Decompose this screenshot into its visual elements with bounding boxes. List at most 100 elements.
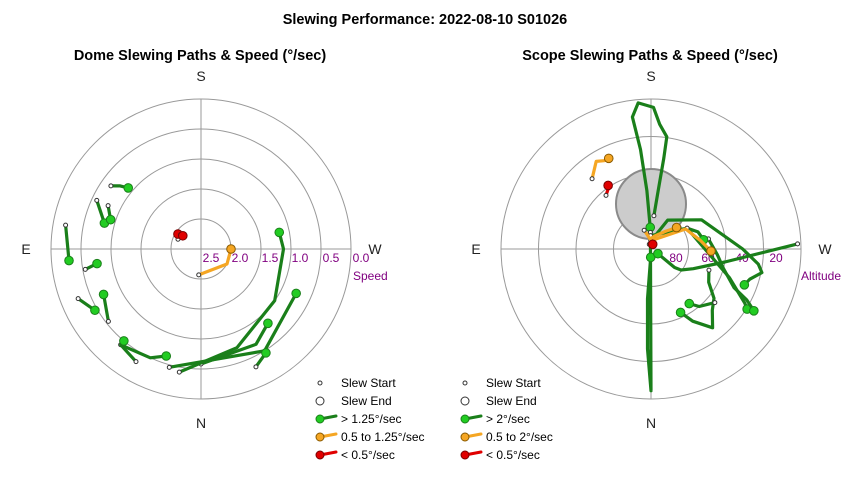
scope-slew-path-1 [645,230,653,393]
dome-slew-start-11 [94,197,100,203]
scope-legend-label-0: Slew Start [486,376,541,390]
dome-slew-end-12 [105,214,116,225]
dome-legend-start-marker [317,380,323,386]
dome-slew-end-7 [261,348,271,358]
scope-axis-label: Altitude [801,269,841,283]
dome-cardinal-bottom: N [196,415,206,431]
scope-legend-label-4: < 0.5°/sec [486,448,540,462]
dome-legend-end-marker [315,396,325,406]
scope-panel-title: Scope Slewing Paths & Speed (°/sec) [522,48,778,64]
scope-legend-label-1: Slew End [486,394,537,408]
dome-legend-marker-fast [315,414,325,424]
dome-legend-marker-medium [315,432,325,442]
dome-legend-label-0: Slew Start [341,376,396,390]
scope-legend-marker-fast [460,414,470,424]
dome-slew-start-14 [75,296,81,302]
dome-slew-path-15 [63,223,71,263]
dome-slew-start-7 [253,364,259,370]
dome-slew-end-0 [226,244,236,254]
scope-cardinal-bottom: N [646,415,656,431]
scope-slew-end-13 [647,239,658,250]
dome-slew-end-5 [291,288,301,299]
dome-ring-label-4: 0.5 [323,251,340,265]
dome-slew-end-13 [123,183,134,193]
scope-ring-label-0: 80 [669,251,683,265]
dome-slew-end-9 [98,289,109,300]
dome-slew-start-0 [196,272,202,278]
scope-legend-marker-slow [460,450,470,460]
dome-slew-end-6 [161,351,172,361]
dome-legend-label-3: 0.5 to 1.25°/sec [341,430,425,444]
scope-slew-end-8 [684,298,695,309]
scope-slew-path-10 [642,226,679,241]
scope-slew-start-2 [795,241,801,247]
dome-slew-path-4 [177,230,286,374]
scope-slew-path-2 [656,242,800,272]
dome-slew-end-15 [64,255,74,266]
dome-legend-label-1: Slew End [341,394,392,408]
scope-ring-ticks: 80 60 40 20 [669,251,783,265]
scope-legend-marker-medium [460,432,470,442]
dome-slew-start-8 [133,359,139,365]
dome-slew-start-4 [176,369,182,375]
dome-ring-3 [80,128,322,370]
scope-ring-label-3: 20 [769,251,783,265]
dome-panel: Dome Slewing Paths & Speed (°/sec) S E W… [21,48,387,431]
dome-slew-end-4 [274,227,285,238]
dome-cardinal-right: W [368,241,382,257]
dome-ring-label-1: 2.0 [232,251,249,265]
scope-slew-path-0 [630,101,669,229]
dome-legend-label-2: > 1.25°/sec [341,412,402,426]
dome-slew-end-10 [92,258,102,269]
scope-panel: Scope Slewing Paths & Speed (°/sec) S E … [471,48,841,431]
dome-slew-path-0 [197,247,233,277]
figure-title: Slewing Performance: 2022-08-10 S01026 [283,12,568,28]
dome-slew-path-6 [119,343,168,360]
scope-slew-end-5 [739,280,750,290]
dome-panel-title: Dome Slewing Paths & Speed (°/sec) [74,48,327,64]
dome-legend-marker-slow [315,450,325,460]
dome-slew-end-3 [263,318,273,329]
dome-ring-2 [110,158,292,340]
dome-legend-label-4: < 0.5°/sec [341,448,395,462]
scope-slew-end-9 [706,246,716,256]
dome-slew-start-15 [63,222,69,228]
scope-legend: Slew Start Slew End > 2°/sec 0.5 to 2°/sec <… [460,376,553,462]
scope-slew-path-5 [649,218,764,287]
scope-slew-end-7 [675,307,686,318]
dome-slew-start-13 [108,183,114,189]
scope-slew-start-8 [712,300,718,306]
scope-slew-path-4 [706,237,756,313]
dome-ring-label-5: 0.0 [353,251,370,265]
dome-slew-start-5 [166,364,172,370]
dome-slew-paths [63,183,301,375]
dome-ring-ticks: 2.5 2.0 1.5 1.0 0.5 0.0 [203,251,370,265]
dome-slew-path-5 [167,291,298,369]
dome-axis-label: Speed [353,269,388,283]
scope-slew-path-9 [649,227,713,253]
dome-slew-end-2 [177,230,188,241]
scope-legend-end-marker [460,396,470,406]
scope-slew-start-10 [641,227,647,233]
scope-legend-label-2: > 2°/sec [486,412,530,426]
scope-cardinal-right: W [818,241,832,257]
dome-ring-label-2: 1.5 [262,251,279,265]
scope-slew-end-4 [749,306,759,316]
dome-ring-1 [140,188,262,310]
scope-slew-end-12 [603,180,613,191]
scope-slew-paths [589,101,801,393]
dome-cardinal-top: S [196,68,205,84]
scope-slew-end-10 [671,222,682,233]
scope-slew-start-11 [589,176,595,182]
dome-slew-start-9 [105,318,111,324]
dome-ring-label-0: 2.5 [203,251,220,265]
dome-slew-start-10 [82,266,88,272]
scope-slew-start-12 [603,192,609,198]
dome-ring-4 [50,98,352,400]
scope-legend-start-marker [462,380,468,386]
scope-ring-3 [500,98,802,400]
scope-slew-path-7 [679,268,716,330]
scope-cardinal-top: S [646,68,655,84]
dome-cardinal-left: E [21,241,30,257]
